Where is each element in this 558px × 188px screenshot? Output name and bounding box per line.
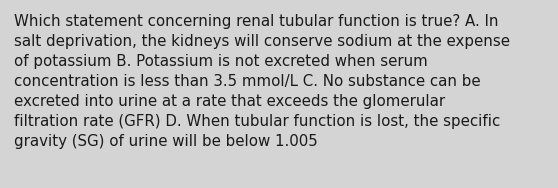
Text: Which statement concerning renal tubular function is true? A. In
salt deprivatio: Which statement concerning renal tubular… [14,14,510,149]
